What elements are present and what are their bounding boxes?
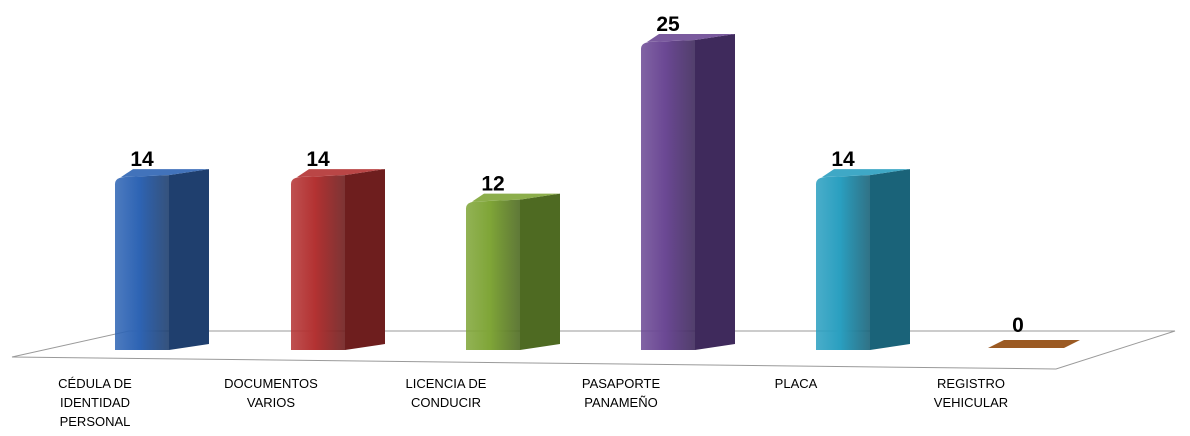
bars-group bbox=[115, 34, 1080, 350]
bar-front-face bbox=[115, 175, 169, 350]
category-label-line: CÉDULA DE bbox=[58, 376, 132, 391]
value-label: 14 bbox=[306, 148, 330, 171]
bar-top-face bbox=[297, 169, 385, 178]
value-label: 14 bbox=[831, 148, 855, 171]
category-label-line: PERSONAL bbox=[59, 414, 131, 429]
category-label-line: VARIOS bbox=[246, 395, 296, 410]
category-label: PLACA bbox=[721, 374, 871, 393]
value-label: 0 bbox=[1012, 314, 1024, 337]
category-label: PASAPORTE PANAMEÑO bbox=[546, 374, 696, 412]
bar-side-face bbox=[695, 34, 735, 350]
bar-side-face bbox=[169, 169, 209, 350]
category-label-line: LICENCIA DE bbox=[405, 376, 487, 391]
category-label-line: CONDUCIR bbox=[410, 395, 482, 410]
bar-5 bbox=[816, 169, 910, 350]
bar-6 bbox=[988, 340, 1080, 348]
category-label-line: DOCUMENTOS bbox=[224, 376, 318, 391]
category-label-line: VEHICULAR bbox=[933, 395, 1009, 410]
bar-top-face bbox=[472, 193, 560, 202]
value-label: 14 bbox=[130, 148, 154, 171]
bar-4 bbox=[641, 34, 735, 350]
bar-side-face bbox=[520, 193, 560, 350]
bar-side-face bbox=[345, 169, 385, 350]
bar-front-face bbox=[816, 175, 870, 350]
bar-top-face bbox=[822, 169, 910, 178]
bar-front-face bbox=[466, 199, 520, 350]
bar-flat-face bbox=[988, 340, 1080, 348]
bar-2 bbox=[291, 169, 385, 350]
category-label-line: PANAMEÑO bbox=[584, 395, 658, 410]
category-label: DOCUMENTOS VARIOS bbox=[196, 374, 346, 412]
category-label-line: PASAPORTE bbox=[581, 376, 661, 391]
bar-3 bbox=[466, 193, 560, 350]
value-labels-group: 14 14 12 25 14 0 bbox=[130, 13, 1024, 337]
bar-front-face bbox=[641, 40, 695, 350]
bar-top-face bbox=[647, 34, 735, 42]
category-label: LICENCIA DE CONDUCIR bbox=[371, 374, 521, 412]
category-label-line: IDENTIDAD bbox=[59, 395, 131, 410]
category-label-line: PLACA bbox=[774, 376, 818, 391]
category-label: CÉDULA DE IDENTIDAD PERSONAL bbox=[20, 374, 170, 431]
value-label: 12 bbox=[481, 173, 504, 196]
bar-1 bbox=[115, 169, 209, 350]
category-label: REGISTRO VEHICULAR bbox=[896, 374, 1046, 412]
value-label: 25 bbox=[656, 13, 680, 36]
bar-top-face bbox=[121, 169, 209, 178]
bar-side-face bbox=[870, 169, 910, 350]
bar-front-face bbox=[291, 175, 345, 350]
category-label-line: REGISTRO bbox=[937, 376, 1005, 391]
